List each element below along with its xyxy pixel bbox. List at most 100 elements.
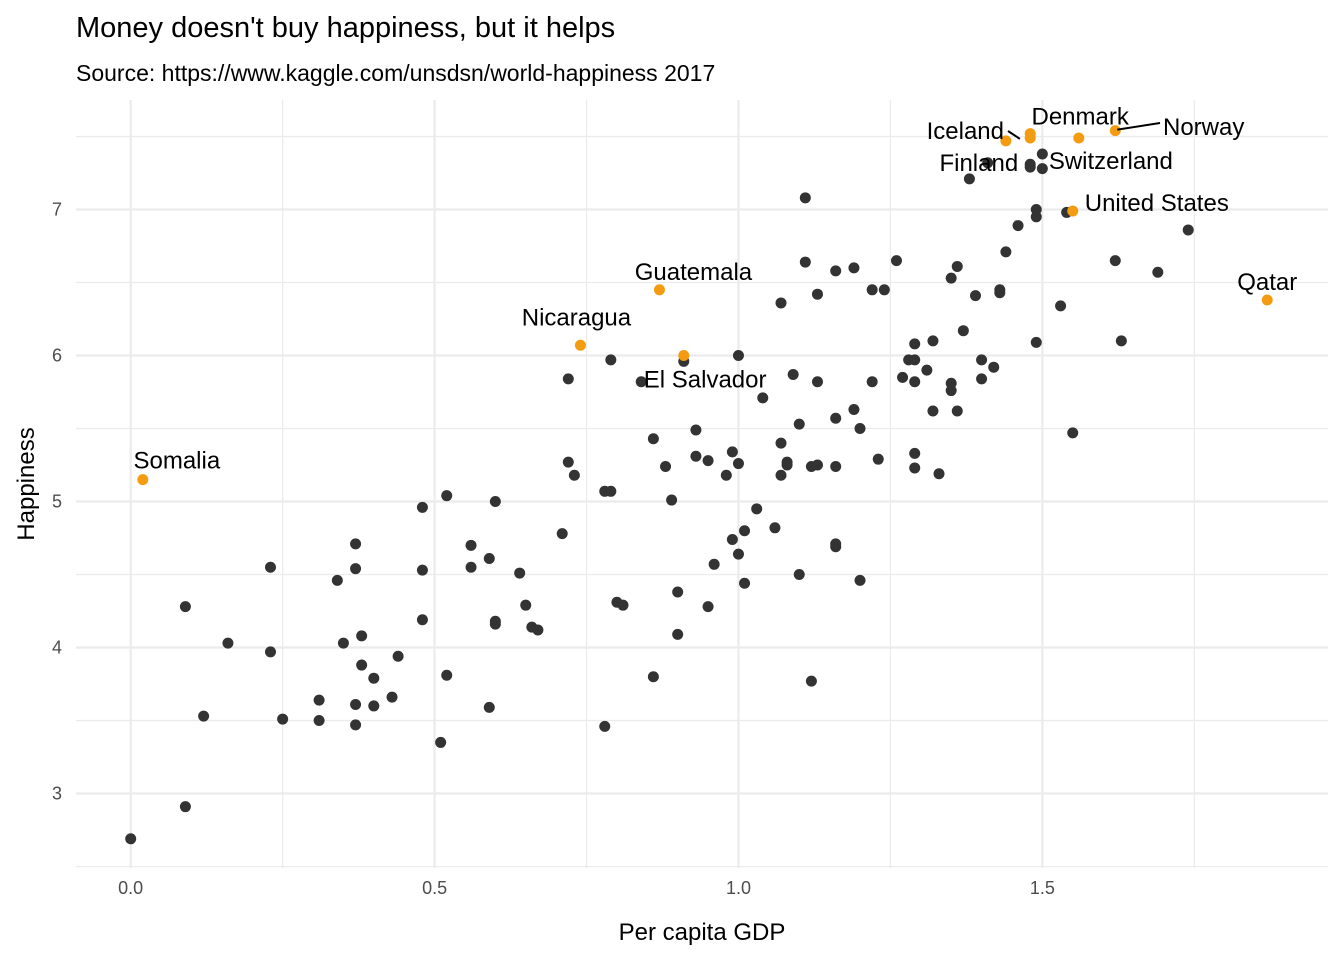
data-point bbox=[945, 377, 957, 389]
data-point bbox=[350, 538, 362, 550]
data-points bbox=[125, 125, 1273, 845]
data-point bbox=[927, 405, 939, 417]
data-point bbox=[605, 485, 617, 497]
data-point bbox=[751, 503, 763, 515]
point-label: Guatemala bbox=[635, 259, 753, 286]
data-point bbox=[313, 694, 325, 706]
data-point bbox=[520, 599, 532, 611]
y-tick-label: 5 bbox=[52, 492, 62, 512]
data-point bbox=[921, 364, 933, 376]
data-point bbox=[331, 574, 343, 586]
data-point bbox=[350, 719, 362, 731]
x-tick-label: 1.0 bbox=[726, 878, 751, 898]
point-label: El Salvador bbox=[644, 367, 767, 394]
data-point bbox=[441, 490, 453, 502]
data-point bbox=[1182, 224, 1194, 236]
data-point bbox=[739, 577, 751, 589]
data-point bbox=[441, 669, 453, 681]
data-point bbox=[635, 376, 647, 388]
data-point bbox=[599, 720, 611, 732]
data-point bbox=[811, 376, 823, 388]
data-point bbox=[830, 412, 842, 424]
data-point bbox=[830, 538, 842, 550]
data-point bbox=[793, 418, 805, 430]
data-point bbox=[739, 525, 751, 537]
data-point bbox=[179, 601, 191, 613]
data-point bbox=[909, 376, 921, 388]
y-tick-label: 7 bbox=[52, 200, 62, 220]
highlighted-point bbox=[1073, 132, 1085, 144]
highlighted-point bbox=[1024, 132, 1036, 144]
data-point bbox=[605, 354, 617, 366]
data-point bbox=[562, 373, 574, 385]
highlighted-point bbox=[678, 350, 690, 362]
data-point bbox=[805, 675, 817, 687]
data-point bbox=[757, 392, 769, 404]
data-point bbox=[799, 192, 811, 204]
data-point bbox=[830, 265, 842, 277]
highlighted-point bbox=[1067, 205, 1079, 217]
point-label: Norway bbox=[1163, 114, 1244, 141]
data-point bbox=[909, 338, 921, 350]
axis-ticks: 0.0 0.5 1.0 1.5 3 4 5 6 7 bbox=[52, 200, 1055, 898]
data-point bbox=[660, 460, 672, 472]
data-point bbox=[1024, 161, 1036, 173]
point-label: Nicaragua bbox=[522, 304, 632, 331]
data-point bbox=[957, 325, 969, 337]
chart-subtitle: Source: https://www.kaggle.com/unsdsn/wo… bbox=[76, 60, 716, 86]
data-point bbox=[514, 567, 526, 579]
data-point bbox=[787, 368, 799, 380]
data-point bbox=[830, 460, 842, 472]
data-point bbox=[489, 496, 501, 508]
highlighted-point bbox=[1109, 125, 1121, 137]
data-point bbox=[1000, 246, 1012, 258]
data-point bbox=[562, 456, 574, 468]
chart-title: Money doesn't buy happiness, but it help… bbox=[76, 12, 616, 44]
highlighted-point bbox=[1000, 135, 1012, 147]
data-point bbox=[1012, 220, 1024, 232]
highlighted-point bbox=[574, 339, 586, 351]
data-point bbox=[313, 715, 325, 727]
data-point bbox=[690, 450, 702, 462]
point-label: Finland bbox=[939, 150, 1018, 177]
data-point bbox=[732, 548, 744, 560]
data-point bbox=[781, 456, 793, 468]
data-point bbox=[982, 157, 994, 169]
data-point bbox=[963, 173, 975, 185]
data-point bbox=[392, 650, 404, 662]
data-point bbox=[179, 801, 191, 813]
data-point bbox=[337, 637, 349, 649]
highlighted-point bbox=[653, 284, 665, 296]
data-point bbox=[568, 469, 580, 481]
x-tick-label: 1.5 bbox=[1030, 878, 1055, 898]
data-point bbox=[866, 284, 878, 296]
data-point bbox=[726, 446, 738, 458]
data-point bbox=[1115, 335, 1127, 347]
data-point bbox=[672, 586, 684, 598]
data-point bbox=[994, 287, 1006, 299]
point-label: Iceland bbox=[927, 118, 1004, 145]
data-point bbox=[951, 405, 963, 417]
x-tick-label: 0.0 bbox=[118, 878, 143, 898]
data-point bbox=[690, 424, 702, 436]
y-axis-title: Happiness bbox=[13, 427, 40, 540]
data-point bbox=[890, 255, 902, 267]
y-tick-label: 4 bbox=[52, 638, 62, 658]
highlighted-point bbox=[137, 474, 149, 486]
data-point bbox=[976, 373, 988, 385]
data-point bbox=[1036, 163, 1048, 175]
data-point bbox=[793, 569, 805, 581]
data-point bbox=[866, 376, 878, 388]
point-label: United States bbox=[1085, 190, 1229, 217]
data-point bbox=[1030, 211, 1042, 223]
data-point bbox=[1030, 336, 1042, 348]
data-point bbox=[732, 458, 744, 470]
data-point bbox=[775, 297, 787, 309]
data-point bbox=[951, 260, 963, 272]
data-point bbox=[945, 272, 957, 284]
data-point bbox=[909, 447, 921, 459]
point-label: Denmark bbox=[1032, 104, 1130, 131]
point-label: Switzerland bbox=[1049, 148, 1173, 175]
x-axis-title: Per capita GDP bbox=[619, 919, 786, 946]
